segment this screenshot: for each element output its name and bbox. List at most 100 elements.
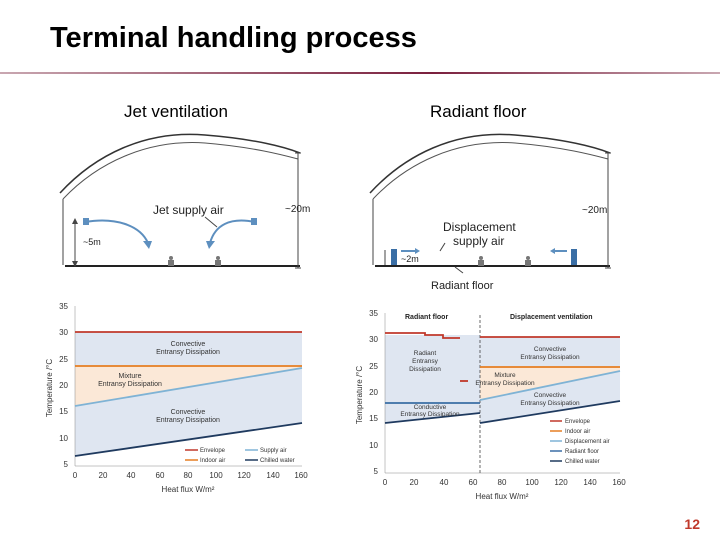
zone-conductive xyxy=(385,403,480,423)
legend-item: Displacement air xyxy=(565,439,610,445)
x-tick: 60 xyxy=(156,471,165,480)
height-label: ~5m xyxy=(83,237,101,247)
zone-convective-top xyxy=(480,337,620,367)
x-tick: 40 xyxy=(440,478,449,487)
supply-air-line xyxy=(74,367,303,407)
page-number: 12 xyxy=(684,516,700,532)
zone-label: Entransy Dissipation xyxy=(520,400,580,407)
x-tick: 80 xyxy=(184,471,193,480)
y-axis-label: Temperature /°C xyxy=(355,366,364,425)
x-tick: 0 xyxy=(383,478,388,487)
y-tick: 15 xyxy=(59,407,68,416)
zone-label: Convective xyxy=(171,341,206,348)
right-column-heading: Radiant floor xyxy=(430,102,527,121)
legend: Envelope Indoor air Displacement air Rad… xyxy=(550,419,610,465)
section-label: Displacement ventilation xyxy=(510,314,592,321)
occupant-icon xyxy=(215,256,221,266)
zone-label: Mixture xyxy=(494,372,516,379)
legend-item: Radiant floor xyxy=(565,449,599,455)
y-tick: 25 xyxy=(59,355,68,364)
occupant-icon xyxy=(525,256,531,266)
zone-supply-chilled xyxy=(75,368,302,456)
zone-label: Entransy xyxy=(412,358,438,365)
x-tick: 120 xyxy=(554,478,568,487)
displacement-label-1: Displacement xyxy=(443,220,516,234)
legend-item: Envelope xyxy=(200,448,226,454)
y-tick: 5 xyxy=(64,460,69,469)
x-tick: 20 xyxy=(99,471,108,480)
displacement-air-line xyxy=(479,370,621,401)
zone-label: Entransy Dissipation xyxy=(98,381,162,388)
envelope-line xyxy=(385,332,620,339)
zone-label: Entransy Dissipation xyxy=(156,417,220,424)
x-tick: 140 xyxy=(266,471,280,480)
y-tick: 10 xyxy=(369,441,378,450)
x-tick: 60 xyxy=(469,478,478,487)
y-axis-label: Temperature /°C xyxy=(45,359,54,418)
width-label: ~20m xyxy=(582,205,607,216)
jet-supply-label: Jet supply air xyxy=(153,203,224,217)
y-tick: 30 xyxy=(59,328,68,337)
zone-mixture xyxy=(480,367,620,400)
jet-flow-right xyxy=(209,219,256,244)
left-column-heading: Jet ventilation xyxy=(124,102,228,121)
x-tick: 160 xyxy=(612,478,626,487)
x-tick: 140 xyxy=(583,478,597,487)
legend-item: Envelope xyxy=(565,419,591,425)
roof-outer xyxy=(59,133,301,194)
jet-ventilation-schematic: Jet supply air ~5m ~20m xyxy=(59,133,310,269)
y-tick: 5 xyxy=(374,467,379,476)
width-label: ~20m xyxy=(285,204,310,215)
chilled-water-line xyxy=(384,412,481,424)
legend-item: Chilled water xyxy=(260,458,295,464)
y-tick: 10 xyxy=(59,434,68,443)
radiant-floor-schematic: Displacement supply air ~2m ~20m Radiant… xyxy=(369,133,611,292)
slide-title: Terminal handling process xyxy=(50,22,417,54)
y-tick: 15 xyxy=(369,414,378,423)
y-tick: 30 xyxy=(369,335,378,344)
x-tick: 160 xyxy=(294,471,308,480)
jet-flow-left xyxy=(84,219,149,244)
roof-outer xyxy=(369,133,611,194)
occupant-icon xyxy=(478,256,484,266)
roof-inner xyxy=(62,142,299,200)
legend-item: Indoor air xyxy=(565,429,590,435)
zone-envelope-indoor xyxy=(75,332,302,366)
x-tick: 80 xyxy=(498,478,507,487)
zone-label: Convective xyxy=(534,392,567,399)
zone-radiant xyxy=(385,335,480,403)
x-tick: 100 xyxy=(209,471,223,480)
x-tick: 100 xyxy=(525,478,539,487)
y-tick: 35 xyxy=(369,309,378,318)
zone-convective-bottom xyxy=(480,371,620,423)
displacement-label-2: supply air xyxy=(453,234,504,248)
zone-label: Entransy Dissipation xyxy=(156,349,220,356)
legend-item: Indoor air xyxy=(200,458,225,464)
radiant-floor-label: Radiant floor xyxy=(431,280,494,292)
zone-label: Dissipation xyxy=(409,366,441,373)
x-tick: 0 xyxy=(73,471,78,480)
legend-item: Chilled water xyxy=(565,459,600,465)
displacement-diffuser xyxy=(571,249,577,265)
height-label: ~2m xyxy=(401,254,419,264)
y-tick: 20 xyxy=(59,381,68,390)
x-tick: 120 xyxy=(237,471,251,480)
jet-ventilation-chart: 35 30 25 20 15 10 5 0 20 40 60 80 100 12… xyxy=(45,302,308,494)
legend-item: Supply air xyxy=(260,448,287,454)
roof-inner xyxy=(372,142,609,200)
occupant-icon xyxy=(168,256,174,266)
x-axis-label: Heat flux W/m² xyxy=(162,485,215,494)
displacement-diffuser xyxy=(391,249,397,265)
y-tick: 25 xyxy=(369,362,378,371)
x-tick: 20 xyxy=(410,478,419,487)
zone-label: Conductive xyxy=(414,404,447,411)
zone-label: Convective xyxy=(171,409,206,416)
chilled-water-line xyxy=(74,422,303,457)
x-axis-label: Heat flux W/m² xyxy=(476,492,529,501)
x-tick: 40 xyxy=(127,471,136,480)
zone-label: Mixture xyxy=(119,373,142,380)
y-tick: 35 xyxy=(59,302,68,311)
chilled-water-line xyxy=(479,400,621,424)
title-divider xyxy=(0,72,720,74)
zone-label: Entransy Dissipation xyxy=(520,354,580,361)
